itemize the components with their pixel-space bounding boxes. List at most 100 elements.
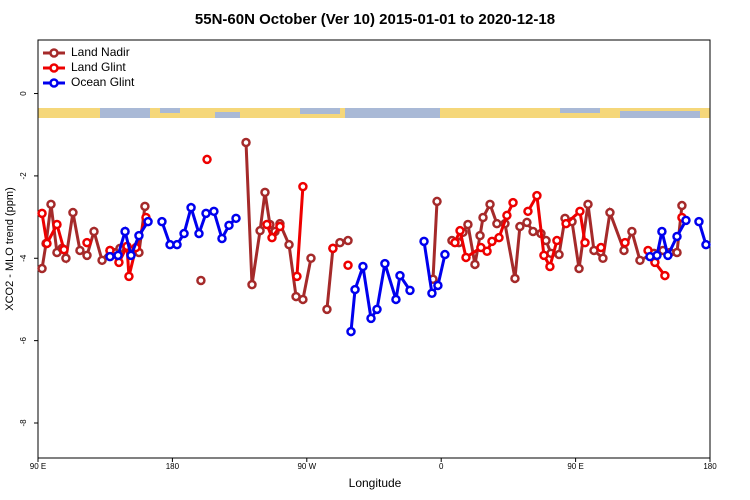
y-tick-label: -4 <box>19 254 28 262</box>
point <box>574 263 584 274</box>
point <box>143 216 153 227</box>
point <box>440 249 450 260</box>
point <box>298 294 308 305</box>
point <box>105 251 115 262</box>
point <box>196 275 206 286</box>
x-tick-label: 180 <box>166 462 180 471</box>
point <box>124 271 134 282</box>
point <box>343 235 353 246</box>
point <box>209 206 219 217</box>
point <box>433 280 443 291</box>
point <box>450 237 460 248</box>
point <box>395 270 405 281</box>
point <box>583 199 593 210</box>
point <box>539 250 549 261</box>
point <box>672 231 682 242</box>
point <box>126 250 136 261</box>
point <box>298 181 308 192</box>
point <box>97 255 107 266</box>
point <box>545 261 555 272</box>
point <box>620 237 630 248</box>
point <box>427 288 437 299</box>
legend-label: Ocean Glint <box>71 75 135 89</box>
point <box>292 271 302 282</box>
x-tick-label: 180 <box>703 462 717 471</box>
point <box>358 261 368 272</box>
point <box>528 226 538 237</box>
point <box>432 196 442 207</box>
point <box>260 187 270 198</box>
legend-marker <box>49 63 59 73</box>
point <box>267 232 277 243</box>
point <box>478 212 488 223</box>
point <box>470 259 480 270</box>
point <box>598 253 608 264</box>
x-tick-label: 0 <box>439 462 444 471</box>
point <box>306 253 316 264</box>
point <box>532 190 542 201</box>
point <box>46 199 56 210</box>
y-axis-label: XCO2 - MLO trend (ppm) <box>4 187 16 310</box>
legend-label: Land Nadir <box>71 45 130 59</box>
point <box>284 239 294 250</box>
x-tick-label: 90 W <box>297 462 316 471</box>
point <box>657 226 667 237</box>
point <box>82 237 92 248</box>
point <box>140 201 150 212</box>
point <box>482 246 492 257</box>
point <box>681 215 691 226</box>
point <box>42 238 52 249</box>
point <box>494 232 504 243</box>
point <box>515 221 525 232</box>
point <box>552 235 562 246</box>
point <box>202 154 212 165</box>
point <box>52 219 62 230</box>
point <box>627 226 637 237</box>
point <box>663 250 673 261</box>
x-axis-label: Longitude <box>349 476 402 490</box>
point <box>255 225 265 236</box>
point <box>475 230 485 241</box>
point <box>120 226 130 237</box>
point <box>179 228 189 239</box>
legend-label: Land Glint <box>71 60 126 74</box>
point <box>194 228 204 239</box>
point <box>59 244 69 255</box>
point <box>580 237 590 248</box>
series-line <box>40 142 684 310</box>
point <box>75 245 85 256</box>
point <box>405 285 415 296</box>
y-tick-label: -8 <box>19 419 28 427</box>
point <box>419 236 429 247</box>
map-strip <box>38 108 710 118</box>
point <box>328 243 338 254</box>
point <box>275 221 285 232</box>
point <box>343 260 353 271</box>
point <box>134 230 144 241</box>
point <box>346 326 356 337</box>
point <box>677 200 687 211</box>
point <box>523 206 533 217</box>
point <box>635 255 645 266</box>
point <box>652 250 662 261</box>
point <box>660 270 670 281</box>
point <box>186 202 196 213</box>
point <box>492 218 502 229</box>
point <box>672 247 682 258</box>
point <box>224 220 234 231</box>
point <box>487 236 497 247</box>
point <box>508 197 518 208</box>
point <box>575 206 585 217</box>
point <box>502 210 512 221</box>
point <box>157 216 167 227</box>
point <box>350 284 360 295</box>
point <box>172 239 182 250</box>
y-tick-label: -2 <box>19 172 28 180</box>
point <box>231 213 241 224</box>
chart-title: 55N-60N October (Ver 10) 2015-01-01 to 2… <box>195 11 555 28</box>
point <box>380 258 390 269</box>
point <box>247 279 257 290</box>
point <box>461 252 471 263</box>
y-tick-label: 0 <box>19 91 28 96</box>
